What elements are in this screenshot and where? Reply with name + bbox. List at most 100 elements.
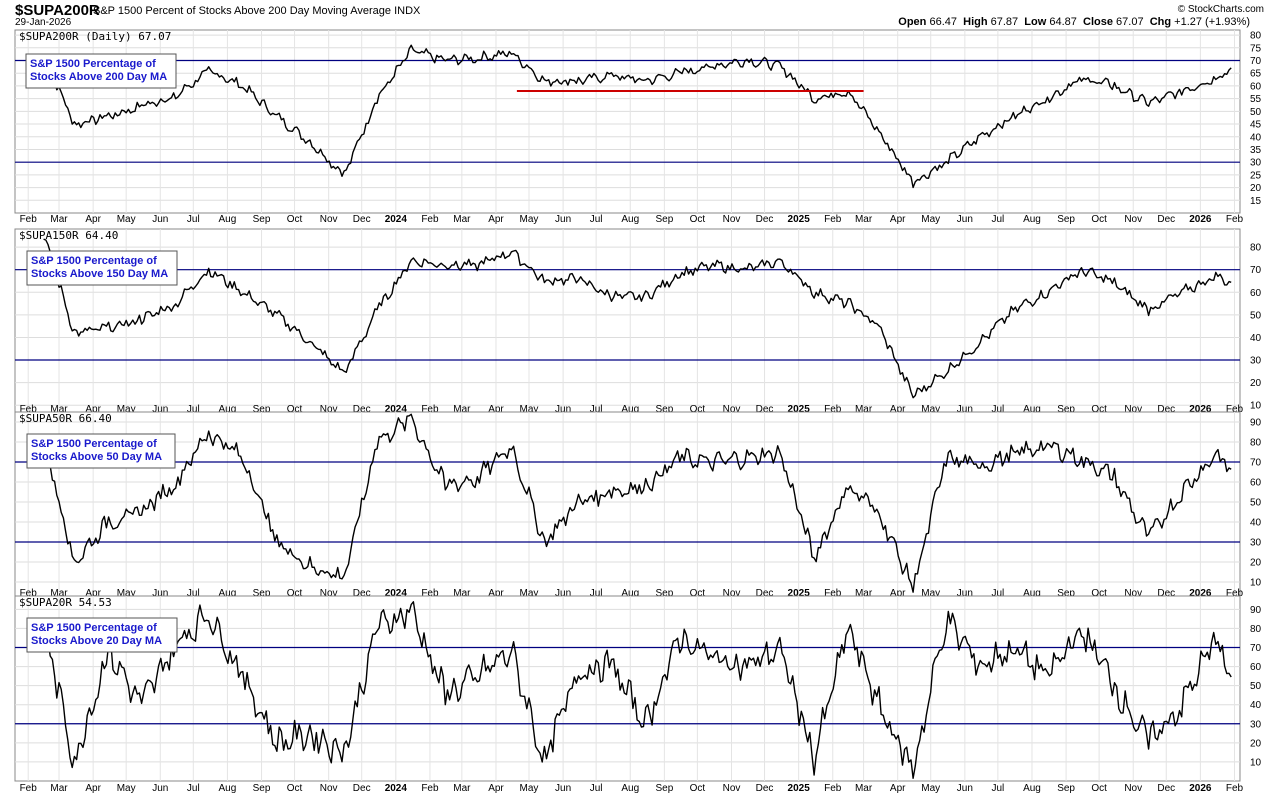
x-tick-label: Aug xyxy=(1023,588,1041,599)
x-tick-label: Jun xyxy=(152,404,168,415)
x-tick-label: Oct xyxy=(287,783,303,794)
x-tick-label: Dec xyxy=(353,404,371,415)
x-tick-label: May xyxy=(117,588,136,599)
symbol-title: $SUPA200R xyxy=(15,2,100,19)
annotation-box xyxy=(26,617,178,653)
x-tick-label: Mar xyxy=(453,214,471,225)
chg-value: +1.27 (+1.93%) xyxy=(1174,16,1250,28)
x-tick-label: Aug xyxy=(621,588,639,599)
x-tick-label: Jun xyxy=(555,214,571,225)
x-tick-label: Feb xyxy=(824,588,842,599)
y-tick-label: 70 xyxy=(1250,643,1262,654)
x-tick-label: Feb xyxy=(20,404,38,415)
y-tick-label: 80 xyxy=(1250,624,1262,635)
y-tick-label: 40 xyxy=(1250,518,1262,529)
x-tick-label: Nov xyxy=(1124,588,1142,599)
y-tick-label: 20 xyxy=(1250,183,1262,194)
x-tick-label: Feb xyxy=(421,588,439,599)
y-tick-label: 30 xyxy=(1250,719,1262,730)
x-tick-label: Nov xyxy=(320,404,338,415)
x-tick-label: 2026 xyxy=(1189,588,1212,599)
x-tick-label: Apr xyxy=(890,404,906,415)
x-tick-label: 2024 xyxy=(385,588,408,599)
x-tick-label: Apr xyxy=(85,214,101,225)
x-tick-label: Dec xyxy=(1157,404,1175,415)
description-text: S&P 1500 Percent of Stocks Above 200 Day… xyxy=(93,5,392,17)
x-tick-label: Aug xyxy=(621,783,639,794)
y-tick-label: 60 xyxy=(1250,81,1262,92)
annotation-box xyxy=(26,433,176,469)
x-tick-label: Jun xyxy=(555,783,571,794)
x-tick-label: Oct xyxy=(1091,214,1107,225)
x-tick-label: May xyxy=(117,404,136,415)
x-tick-label: May xyxy=(921,404,940,415)
x-tick-label: Dec xyxy=(1157,783,1175,794)
x-tick-label: Sep xyxy=(655,783,673,794)
x-tick-label: Mar xyxy=(855,783,873,794)
x-tick-label: Dec xyxy=(353,214,371,225)
x-tick-label: Feb xyxy=(421,214,439,225)
x-tick-label: Apr xyxy=(85,404,101,415)
x-tick-label: Oct xyxy=(690,783,706,794)
series-line xyxy=(43,413,1232,593)
y-tick-label: 15 xyxy=(1250,196,1262,207)
chart-date: 29-Jan-2026 xyxy=(15,17,72,28)
x-tick-label: Jun xyxy=(152,588,168,599)
x-tick-label: Feb xyxy=(824,783,842,794)
x-tick-label: Jul xyxy=(991,588,1004,599)
x-tick-label: Sep xyxy=(1057,404,1075,415)
y-tick-label: 40 xyxy=(1250,700,1262,711)
x-tick-label: 2026 xyxy=(1189,404,1212,415)
x-tick-label: Jun xyxy=(152,783,168,794)
panel-label: $SUPA200R (Daily) 67.07 xyxy=(19,30,171,43)
x-tick-label: Jun xyxy=(957,404,973,415)
x-tick-label: May xyxy=(117,214,136,225)
x-tick-label: Dec xyxy=(756,588,774,599)
x-tick-label: Aug xyxy=(219,783,237,794)
series-line xyxy=(43,44,1232,189)
annotation-text: S&P 1500 Percentage of xyxy=(31,255,157,267)
y-tick-label: 50 xyxy=(1250,498,1262,509)
annotation-text: Stocks Above 150 Day MA xyxy=(31,268,168,280)
chg-label: Chg xyxy=(1149,16,1172,28)
x-tick-label: Sep xyxy=(655,214,673,225)
x-tick-label: Jun xyxy=(957,783,973,794)
x-tick-label: 2024 xyxy=(385,214,408,225)
y-tick-label: 20 xyxy=(1250,738,1262,749)
y-tick-label: 75 xyxy=(1250,43,1262,54)
x-tick-label: Oct xyxy=(1091,588,1107,599)
panel-frame xyxy=(14,228,1241,413)
y-tick-label: 20 xyxy=(1250,558,1262,569)
x-tick-label: Sep xyxy=(253,783,271,794)
x-tick-label: Oct xyxy=(690,214,706,225)
x-tick-label: Aug xyxy=(1023,404,1041,415)
x-tick-label: Feb xyxy=(421,783,439,794)
x-tick-label: Apr xyxy=(488,783,504,794)
y-tick-label: 60 xyxy=(1250,478,1262,489)
y-tick-label: 55 xyxy=(1250,94,1262,105)
x-tick-label: Dec xyxy=(756,214,774,225)
x-tick-label: Aug xyxy=(1023,214,1041,225)
x-tick-label: Oct xyxy=(287,404,303,415)
x-tick-label: Jun xyxy=(555,588,571,599)
x-tick-label: Apr xyxy=(488,404,504,415)
x-tick-label: Jun xyxy=(152,214,168,225)
y-tick-label: 80 xyxy=(1250,31,1262,42)
x-tick-label: Mar xyxy=(453,404,471,415)
x-tick-label: Nov xyxy=(723,588,741,599)
x-tick-label: Oct xyxy=(690,404,706,415)
x-tick-label: May xyxy=(520,404,539,415)
x-tick-label: Feb xyxy=(824,214,842,225)
x-tick-label: Nov xyxy=(723,783,741,794)
close-value: 67.07 xyxy=(1116,16,1144,28)
x-tick-label: Jul xyxy=(590,588,603,599)
panel-frame xyxy=(14,411,1241,597)
x-tick-label: 2025 xyxy=(788,783,811,794)
y-tick-label: 80 xyxy=(1250,243,1262,254)
x-tick-label: Jul xyxy=(590,783,603,794)
x-tick-label: Nov xyxy=(723,214,741,225)
x-tick-label: Jul xyxy=(991,783,1004,794)
x-tick-label: May xyxy=(921,214,940,225)
y-tick-label: 80 xyxy=(1250,438,1262,449)
